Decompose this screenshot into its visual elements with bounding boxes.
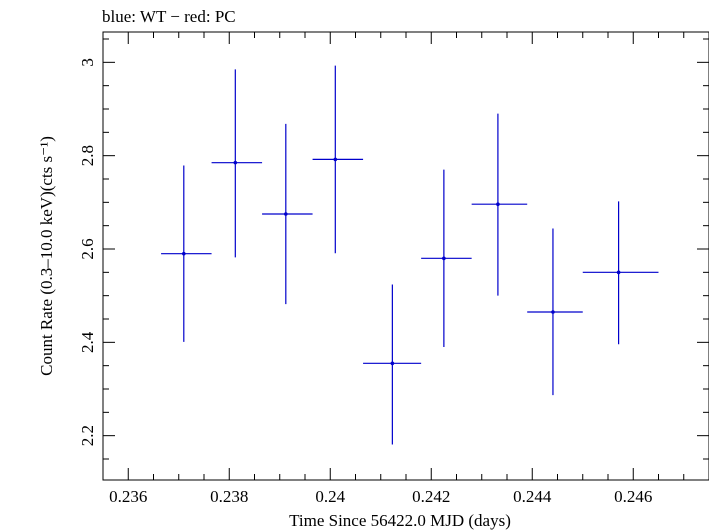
data-point bbox=[471, 113, 528, 296]
x-tick-labels: 0.236 0.238 0.24 0.242 0.244 0.246 bbox=[109, 487, 652, 506]
axis-ticks bbox=[102, 32, 709, 480]
y-tick-label: 3 bbox=[78, 58, 97, 66]
chart-title: blue: WT − red: PC bbox=[102, 7, 236, 26]
data-point bbox=[312, 65, 364, 254]
data-point bbox=[527, 228, 583, 396]
point-marker bbox=[284, 212, 288, 216]
x-tick-label: 0.242 bbox=[412, 487, 450, 506]
data-point bbox=[421, 169, 472, 347]
x-tick-label: 0.24 bbox=[315, 487, 345, 506]
data-point bbox=[161, 165, 212, 342]
y-tick-label: 2.4 bbox=[78, 331, 97, 353]
point-marker bbox=[233, 160, 238, 165]
data-point bbox=[211, 69, 263, 258]
y-tick-label: 2.8 bbox=[78, 145, 97, 166]
data-point bbox=[262, 123, 313, 305]
x-tick-label: 0.244 bbox=[513, 487, 552, 506]
point-marker bbox=[496, 202, 500, 206]
point-marker bbox=[551, 310, 555, 314]
point-marker bbox=[390, 361, 395, 366]
y-tick-label: 2.2 bbox=[78, 425, 97, 446]
point-marker bbox=[442, 256, 446, 261]
data-points bbox=[161, 65, 659, 445]
y-tick-label: 2.6 bbox=[78, 238, 97, 259]
data-point bbox=[363, 284, 422, 445]
point-marker bbox=[182, 251, 186, 256]
y-axis-label: Count Rate (0.3–10.0 keV)(cts s⁻¹) bbox=[37, 136, 56, 376]
point-marker bbox=[333, 157, 338, 162]
x-tick-label: 0.238 bbox=[210, 487, 248, 506]
x-tick-label: 0.246 bbox=[614, 487, 652, 506]
x-axis-label: Time Since 56422.0 MJD (days) bbox=[289, 511, 511, 530]
x-tick-label: 0.236 bbox=[109, 487, 147, 506]
data-point bbox=[582, 201, 659, 345]
y-tick-labels: 2.2 2.4 2.6 2.8 3 bbox=[78, 58, 97, 446]
point-marker bbox=[616, 270, 621, 275]
